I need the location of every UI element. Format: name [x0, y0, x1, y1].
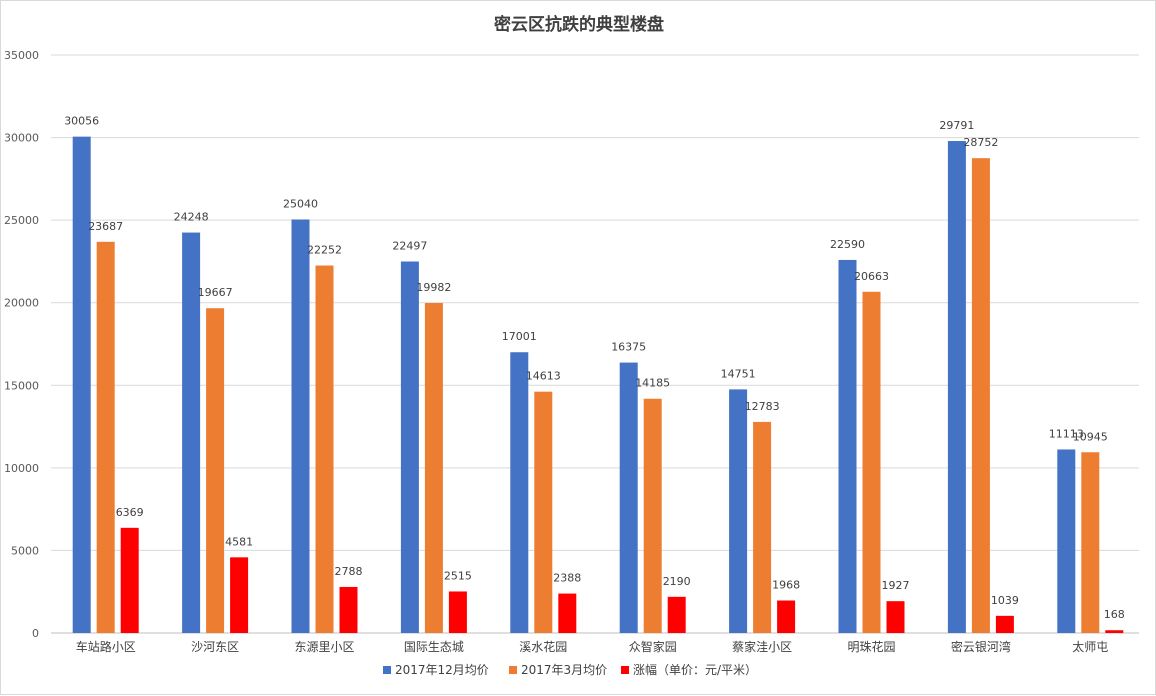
- bar: [534, 391, 553, 633]
- bar: [96, 241, 115, 633]
- bar: [947, 141, 966, 633]
- bars: [72, 136, 1124, 634]
- x-category-label: 沙河东区: [191, 640, 239, 654]
- y-tick-label: 20000: [4, 297, 39, 310]
- y-tick-label: 15000: [4, 379, 39, 392]
- data-label: 12783: [745, 400, 780, 413]
- bar: [72, 136, 91, 634]
- data-label: 29791: [939, 119, 974, 132]
- x-category-label: 国际生态城: [404, 640, 464, 654]
- x-category-label: 明珠花园: [847, 639, 895, 654]
- bar: [643, 398, 662, 633]
- data-label: 14185: [635, 377, 670, 390]
- data-label: 6369: [116, 506, 144, 519]
- bar: [777, 600, 796, 633]
- y-tick-label: 0: [32, 627, 39, 640]
- bar: [400, 261, 419, 633]
- data-label: 24248: [174, 211, 209, 224]
- bar: [753, 421, 772, 633]
- data-labels: 30056 23687 6369 24248 19667 4581 25040 22252 27…: [64, 115, 1125, 622]
- bar: [862, 291, 881, 633]
- x-category-label: 车站路小区: [76, 639, 136, 654]
- x-category-label: 众智家园: [629, 639, 677, 654]
- data-label: 14751: [721, 367, 756, 380]
- data-label: 20663: [854, 270, 889, 283]
- data-label: 23687: [88, 220, 123, 233]
- data-label: 2515: [444, 569, 472, 582]
- data-label: 2190: [663, 575, 691, 588]
- gridlines: [51, 54, 1139, 634]
- bar: [729, 389, 748, 633]
- bar: [1057, 449, 1076, 633]
- data-label: 19667: [198, 286, 233, 299]
- data-label: 11113: [1049, 427, 1084, 440]
- bar: [838, 259, 857, 633]
- y-tick-label: 5000: [11, 544, 39, 557]
- bar: [120, 527, 139, 633]
- bar: [971, 158, 990, 633]
- y-tick-label: 10000: [4, 462, 39, 475]
- data-label: 1927: [882, 579, 910, 592]
- legend: 2017年12月均价 2017年3月均价 涨幅（单价：元/平米）: [383, 662, 757, 677]
- bar: [886, 601, 905, 633]
- x-category-label: 太师屯: [1072, 639, 1108, 654]
- legend-swatch: [621, 666, 629, 674]
- bar: [1105, 630, 1124, 633]
- bar: [206, 308, 225, 633]
- data-label: 22497: [392, 239, 427, 252]
- bar: [339, 586, 358, 633]
- data-label: 22590: [830, 238, 865, 251]
- bar: [510, 352, 529, 633]
- legend-swatch: [509, 666, 517, 674]
- x-axis-categories: 车站路小区 沙河东区 东源里小区 国际生态城 溪水花园 众智家园 蔡家洼小区 明珠花园 密云银河…: [76, 639, 1109, 654]
- data-label: 16375: [611, 341, 646, 354]
- bar: [448, 591, 467, 633]
- data-label: 2788: [335, 565, 363, 578]
- legend-label: 2017年12月均价: [395, 663, 489, 677]
- bar: [558, 593, 577, 633]
- y-tick-label: 35000: [4, 49, 39, 62]
- data-label: 1968: [772, 578, 800, 591]
- y-tick-label: 25000: [4, 214, 39, 227]
- x-category-label: 蔡家洼小区: [732, 639, 792, 654]
- y-axis-ticks: 0 5000 10000 15000 20000 25000 30000 35000: [4, 49, 39, 640]
- data-label: 19982: [416, 281, 451, 294]
- bar: [1081, 452, 1100, 633]
- legend-label: 2017年3月均价: [521, 663, 607, 677]
- chart-title: 密云区抗跌的典型楼盘: [494, 14, 664, 35]
- bar: [230, 557, 249, 633]
- x-category-label: 溪水花园: [519, 639, 567, 654]
- data-label: 22252: [307, 244, 342, 257]
- y-tick-label: 30000: [4, 132, 39, 145]
- legend-label: 涨幅（单价：元/平米）: [633, 662, 757, 677]
- bar: [315, 265, 334, 633]
- data-label: 10945: [1073, 430, 1108, 443]
- data-label: 25040: [283, 197, 318, 210]
- bar: [424, 303, 443, 633]
- data-label: 1039: [991, 594, 1019, 607]
- bar: [291, 219, 310, 633]
- x-category-label: 东源里小区: [294, 640, 354, 654]
- data-label: 30056: [64, 115, 99, 128]
- data-label: 17001: [502, 330, 537, 343]
- data-label: 2388: [553, 572, 581, 585]
- bar: [619, 362, 638, 633]
- legend-swatch: [383, 666, 391, 674]
- data-label: 14613: [526, 370, 561, 383]
- data-label: 4581: [225, 535, 253, 548]
- x-category-label: 密云银河湾: [951, 639, 1011, 654]
- bar: [667, 596, 686, 633]
- bar: [182, 232, 201, 634]
- data-label: 28752: [963, 136, 998, 149]
- data-label: 168: [1104, 608, 1125, 621]
- bar: [995, 615, 1014, 633]
